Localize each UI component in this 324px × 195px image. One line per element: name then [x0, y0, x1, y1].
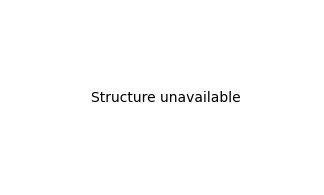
Text: Structure unavailable: Structure unavailable	[91, 91, 241, 105]
